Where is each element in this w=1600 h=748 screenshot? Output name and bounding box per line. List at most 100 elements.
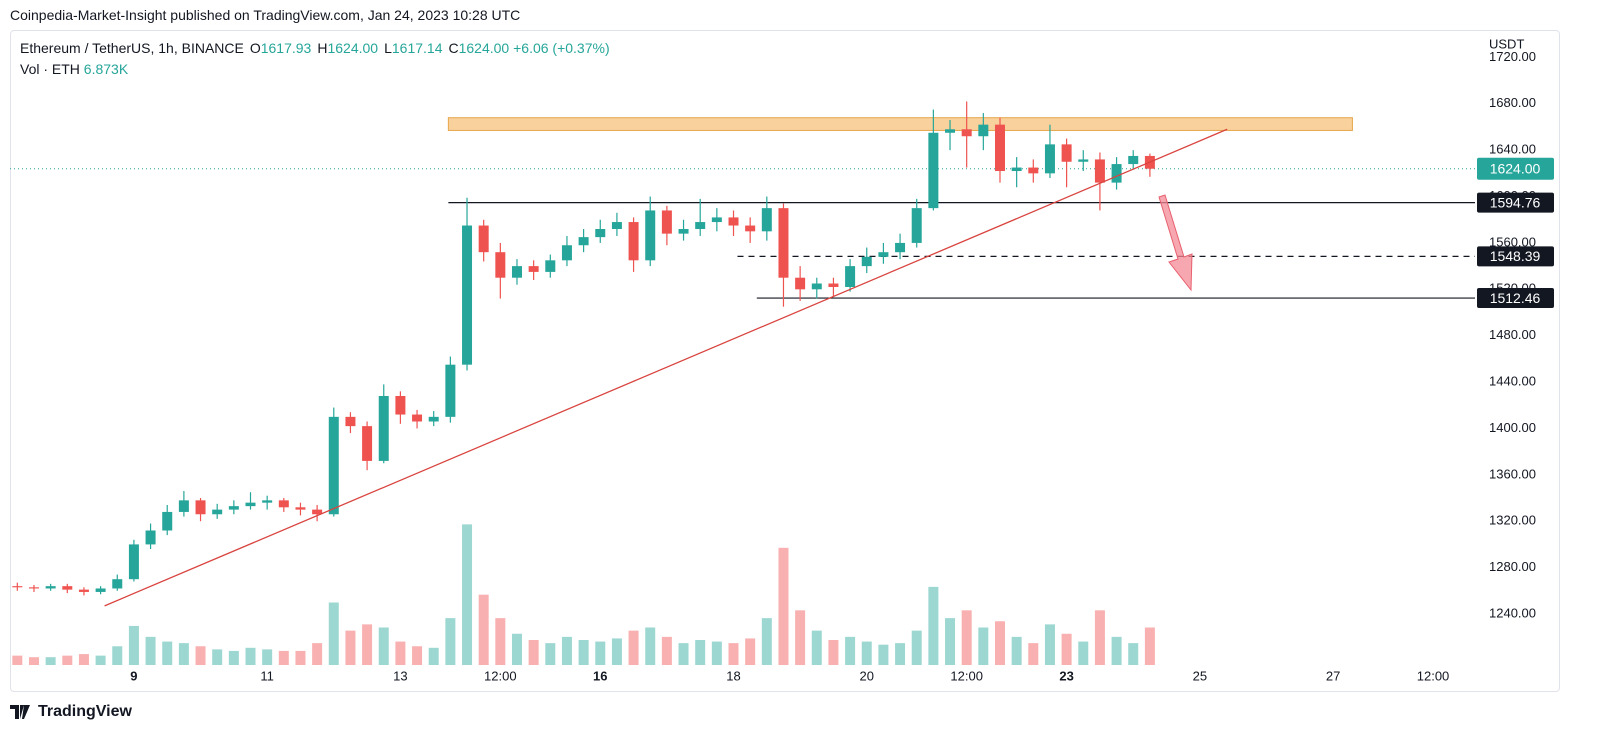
volume-bar — [895, 643, 906, 665]
volume-bar — [45, 657, 56, 665]
x-tick-label: 27 — [1326, 668, 1340, 683]
candle-body — [478, 225, 489, 253]
ohlc-key: O — [249, 40, 261, 56]
volume-bar — [478, 594, 489, 665]
volume-bar — [811, 630, 822, 665]
ohlc-value: 1617.14 — [391, 40, 443, 56]
publish-info: Coinpedia-Market-Insight published on Tr… — [10, 7, 521, 23]
volume-bar — [911, 630, 922, 665]
candle-body — [162, 511, 173, 531]
candle-body — [728, 217, 739, 226]
candle-body — [711, 217, 722, 223]
ohlc-value: 1617.93 — [260, 40, 312, 56]
volume-bar — [845, 636, 856, 665]
level-label-box — [1477, 246, 1554, 267]
x-tick-label: 12:00 — [950, 668, 983, 683]
candle-body — [795, 277, 806, 290]
volume-bar — [28, 657, 39, 665]
volume-bar — [12, 655, 23, 665]
volume-bar — [162, 641, 173, 665]
volume-bar — [678, 643, 689, 665]
volume-bar — [445, 618, 456, 665]
volume-bars — [12, 524, 1155, 665]
candle-body — [761, 208, 772, 232]
volume-row: Vol · ETH 6.873K — [20, 59, 610, 80]
candle-body — [28, 587, 39, 589]
resistance-zone — [447, 117, 1353, 131]
y-tick-label: 1640.00 — [1489, 142, 1536, 157]
chart-frame — [10, 30, 1560, 692]
volume-bar — [1094, 610, 1105, 665]
candle-body — [595, 229, 606, 238]
ohlc-key: H — [317, 40, 328, 56]
volume-bar — [62, 655, 73, 665]
y-tick-label: 1440.00 — [1489, 374, 1536, 389]
candle-body — [861, 256, 872, 267]
volume-bar — [994, 621, 1005, 665]
symbol: Ethereum / TetherUS, 1h, BINANCE — [20, 40, 244, 56]
candle-body — [811, 283, 822, 290]
volume-bar — [611, 638, 622, 665]
candle-body — [345, 416, 356, 427]
down-arrow — [1158, 194, 1193, 292]
y-tick-label: 1480.00 — [1489, 327, 1536, 342]
volume-bar — [195, 646, 206, 665]
volume-bar — [262, 649, 273, 665]
candle-body — [528, 266, 539, 272]
candle-body — [978, 124, 989, 137]
volume-bar — [661, 636, 672, 665]
candle-body — [778, 208, 789, 278]
x-tick-label: 16 — [593, 668, 607, 683]
candle-body — [428, 416, 439, 422]
candle-body — [328, 416, 339, 515]
volume-bar — [1061, 633, 1072, 665]
volume-bar — [828, 640, 839, 665]
candle-body — [828, 283, 839, 287]
candle-body — [1028, 167, 1039, 174]
candle-body — [745, 225, 756, 232]
candle-body — [1094, 159, 1105, 183]
volume-bar — [1128, 643, 1139, 665]
x-tick-label: 12:00 — [1417, 668, 1450, 683]
candle-body — [1011, 167, 1022, 172]
brand: TradingView — [10, 703, 132, 721]
volume-bar — [428, 647, 439, 665]
volume-bar — [295, 650, 306, 665]
last-price-label: 1624.00 — [1490, 160, 1541, 176]
volume-bar — [595, 641, 606, 665]
y-tick-label: 1560.00 — [1489, 234, 1536, 249]
volume-bar — [362, 624, 373, 665]
candle-body — [678, 229, 689, 234]
ohlc-key: L — [384, 40, 392, 56]
volume-value: 6.873K — [83, 61, 129, 77]
y-tick-label: 1360.00 — [1489, 466, 1536, 481]
candle-body — [212, 509, 223, 515]
volume-bar — [245, 647, 256, 665]
candle-body — [278, 500, 289, 508]
candle-body — [45, 586, 56, 589]
candle-body — [1078, 159, 1089, 162]
candle-body — [495, 252, 506, 278]
volume-bar — [1078, 641, 1089, 665]
ohlc: O1617.93 H1624.00 L1617.14 C1624.00 — [244, 40, 509, 56]
volume-bar — [795, 610, 806, 665]
volume-bar — [345, 630, 356, 665]
volume-bar — [961, 610, 972, 665]
y-tick-label: 1680.00 — [1489, 95, 1536, 110]
volume-bar — [228, 650, 239, 665]
volume-bar — [328, 602, 339, 665]
candle-body — [578, 237, 589, 246]
candle-body — [128, 544, 139, 580]
candle-body — [845, 266, 856, 287]
brand-logo — [10, 705, 30, 719]
candle-body — [661, 210, 672, 234]
level-label: 1594.76 — [1490, 194, 1541, 210]
candle-body — [628, 222, 639, 261]
volume-bar — [745, 638, 756, 665]
candle-body — [412, 414, 423, 422]
volume-bar — [395, 641, 406, 665]
candle-body — [12, 586, 23, 588]
volume-bar — [861, 641, 872, 665]
change: +6.06 (+0.37%) — [513, 40, 610, 56]
candle-body — [545, 260, 556, 272]
